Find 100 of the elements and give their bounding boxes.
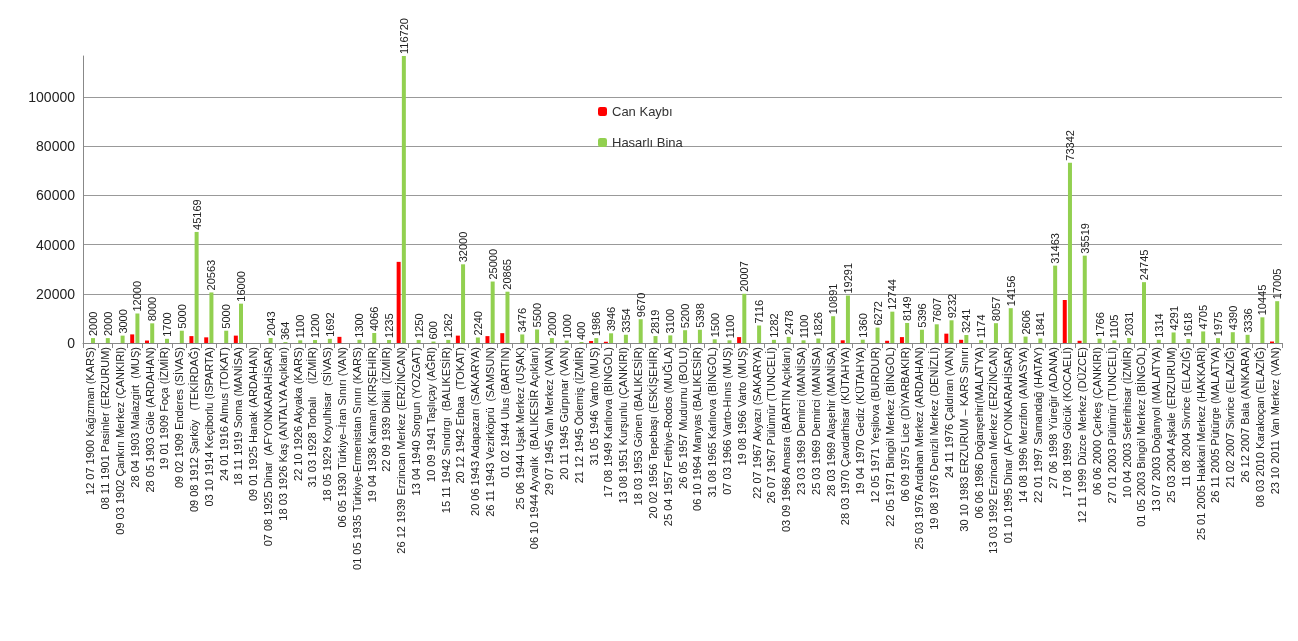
data-label: 3476 <box>516 307 529 333</box>
x-tick-label: 07 03 1966 Varto-Hınıs (MUŞ) <box>720 347 733 495</box>
data-label: 364 <box>279 321 292 341</box>
bar <box>771 339 776 343</box>
x-tick-label: 09 02 1909 Enderes (SİVAS) <box>173 347 186 489</box>
bar <box>1141 282 1146 343</box>
x-tick-label: 19 04 1970 Gediz (KÜTAHYA) <box>854 347 867 495</box>
x-tick-label: 12 07 1900 Kağızman (KARS) <box>84 347 97 495</box>
x-tick-label: 06 09 1975 Lice (DİYARBAKIR) <box>898 347 911 502</box>
x-tick-label: 03 09 1968 Amasra (BARTIN Açıkları) <box>780 347 793 533</box>
bar <box>919 329 924 343</box>
data-label: 1500 <box>708 312 721 338</box>
bar <box>461 264 466 343</box>
data-label: 10891 <box>827 283 840 315</box>
x-tick-label: 06 06 1986 Doğanşehir(MALATYA) <box>972 347 985 519</box>
x-tick-label: 25 06 1944 Uşak Merkez (UŞAK) <box>513 347 526 510</box>
bar <box>130 334 135 343</box>
bar <box>91 338 95 343</box>
bar <box>1230 332 1235 343</box>
bar <box>757 325 762 343</box>
data-label: 73342 <box>1063 130 1076 161</box>
bar <box>239 303 244 343</box>
data-label: 5000 <box>175 304 188 329</box>
data-label: 20865 <box>501 259 514 290</box>
bar <box>1062 299 1067 343</box>
data-label: 1314 <box>1152 313 1165 338</box>
bar <box>505 291 510 343</box>
x-tick-label: 22 01 1997 Samandağ (HATAY) <box>1031 347 1044 503</box>
x-tick-label: 27 06 1998 Yüreğir (ADANA) <box>1046 347 1059 489</box>
bar <box>1215 338 1220 343</box>
x-tick-label: 11 08 2004 Sivrice (ELAZIĞ) <box>1179 347 1192 487</box>
data-label: 9232 <box>945 293 958 319</box>
data-label: 31463 <box>1049 233 1062 264</box>
data-label: 2240 <box>471 311 484 336</box>
x-tick-label: 28 05 1903 Göle (ARDAHAN) <box>143 347 156 493</box>
data-label: 9670 <box>634 292 647 318</box>
x-tick-label: 18 03 1926 Kaş (ANTALYA Açıkları) <box>276 347 289 521</box>
x-tick-label: 17 08 1999 Gölcük (KOCAELİ) <box>1061 347 1074 498</box>
data-label: 1100 <box>723 314 736 339</box>
bar <box>120 335 125 343</box>
x-tick-label: 26 05 1957 Mudurnu (BOLU) <box>676 347 689 489</box>
data-label: 5398 <box>693 303 706 328</box>
bar <box>1053 265 1058 343</box>
x-tick-label: 09 01 1925 Hanak (ARDAHAN) <box>247 347 260 502</box>
data-label: 3000 <box>116 309 129 334</box>
bar <box>1156 339 1161 343</box>
data-label: 14156 <box>1004 275 1017 307</box>
data-label: 3241 <box>960 308 973 334</box>
x-tick-label: 19 01 1909 Foça (İZMİR) <box>158 347 171 470</box>
bar <box>189 336 194 343</box>
x-tick-label: 10 09 1941 Taşlıçay (AĞRI) <box>424 347 437 482</box>
x-tick-label: 20 11 1945 Gürpınar (VAN) <box>558 347 571 480</box>
x-tick-label: 20 02 1956 Tepebaşı (ESKİŞEHİR) <box>646 347 659 519</box>
legend-label: Hasarlı Bina <box>612 135 684 150</box>
x-tick-label: 07 08 1925 Dinar (AFYONKARAHİSAR) <box>262 347 275 547</box>
bar <box>327 338 332 343</box>
x-tick-label: 13 04 1940 Sorgun (YOZGAT) <box>410 347 423 496</box>
bar <box>964 335 969 343</box>
bar <box>209 292 214 343</box>
bar <box>831 316 836 343</box>
x-tick-label: 01 05 2003 Bingöl Merkez (BİNGÖL) <box>1135 347 1148 527</box>
bar <box>500 333 505 343</box>
bar <box>668 335 673 343</box>
data-label: 1618 <box>1182 312 1195 338</box>
x-tick-label: 12 05 1971 Yeşilova (BURDUR) <box>868 347 881 503</box>
x-tick-label: 26 12 1939 Erzincan Merkez (ERZİNCAN) <box>395 347 408 554</box>
data-label: 32000 <box>457 231 470 263</box>
x-tick-label: 12 11 1999 Düzce Merkez (DÜZCE) <box>1076 347 1089 523</box>
data-label: 12000 <box>131 280 144 312</box>
x-tick-label: 06 06 2000 Çerkeş (ÇANKIRI) <box>1090 347 1103 495</box>
x-tick-label: 17 08 1949 Karlıova (BİNGÖL) <box>602 347 615 498</box>
bar <box>535 329 540 343</box>
bar <box>520 334 525 343</box>
bar <box>1201 331 1206 343</box>
x-tick-label: 06 10 1944 Ayvalık (BALIKESİR Açıkları) <box>528 347 541 550</box>
data-label: 2606 <box>1019 310 1032 335</box>
data-label: 25000 <box>486 248 499 280</box>
bar <box>875 327 880 343</box>
x-tick-label: 26 07 1967 Pülümür (TUNCELİ) <box>765 347 778 504</box>
data-label: 5500 <box>531 302 544 328</box>
bar <box>845 295 850 343</box>
data-label: 1692 <box>323 312 336 337</box>
bar <box>1245 334 1250 343</box>
data-label: 3354 <box>619 308 632 333</box>
bar <box>683 330 688 343</box>
data-label: 600 <box>427 321 440 340</box>
x-tick-label: 25 01 2005 Hakkari Merkez (HAKKARİ) <box>1194 347 1207 541</box>
bar <box>623 334 628 343</box>
bar <box>372 333 377 343</box>
bar <box>357 339 362 343</box>
bar <box>1275 301 1280 343</box>
x-tick-label: 09 08 1912 Şarköy (TEKİRDAĞ) <box>188 347 201 513</box>
x-tick-label: 08 03 2010 Karakoçan (ELAZIĞ) <box>1253 347 1266 508</box>
data-label: 1700 <box>161 312 174 337</box>
bar <box>1038 338 1043 343</box>
x-tick-label: 27 01 2003 Pülümür (TUNCELİ) <box>1105 347 1118 504</box>
x-tick-label: 18 05 1929 Koyulhisar (SİVAS) <box>321 347 334 502</box>
data-label: 5396 <box>915 303 928 328</box>
bar <box>233 335 238 343</box>
data-label: 2819 <box>649 309 662 335</box>
